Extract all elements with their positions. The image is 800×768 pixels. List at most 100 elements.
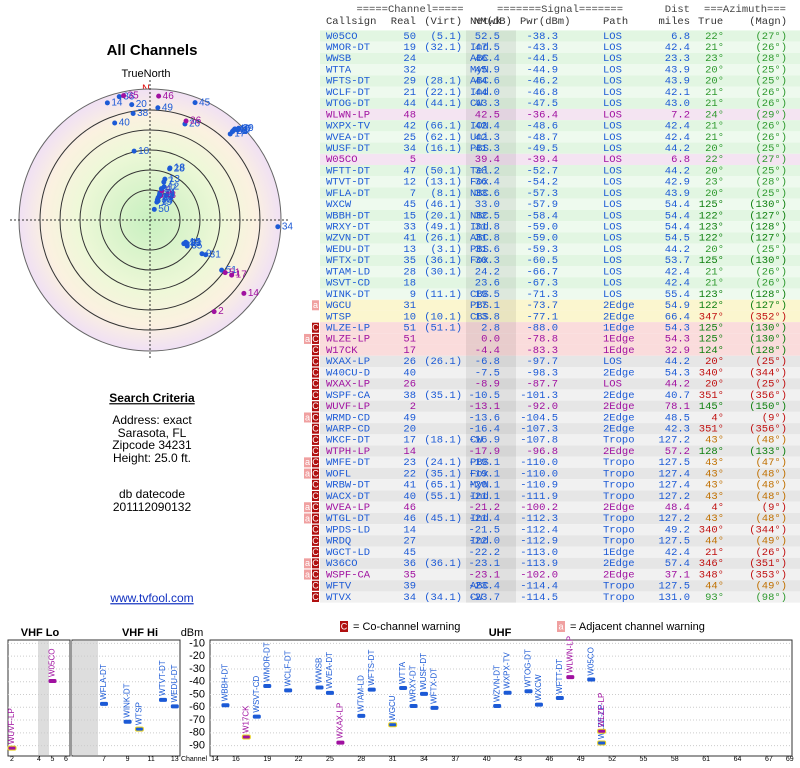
- warning-flag: [304, 513, 311, 524]
- row-background: [320, 30, 800, 42]
- warning-flag: [312, 558, 319, 569]
- cell: (27°): [755, 31, 787, 43]
- cell: Tropo: [603, 581, 635, 593]
- cell: 53.7: [665, 255, 690, 267]
- spectrum-bar: [357, 713, 366, 718]
- column-header: (Virt): [424, 16, 462, 28]
- cell: 43°: [705, 513, 724, 525]
- spectrum-label: WTVT-DT: [158, 660, 167, 696]
- cell: (9°): [762, 412, 787, 424]
- warning-flag-label: a: [305, 334, 310, 344]
- cell: LOS: [603, 244, 622, 256]
- cell: 54.5: [665, 233, 690, 245]
- row-background: [320, 209, 800, 222]
- warning-flag-label: a: [305, 569, 310, 579]
- cell: -19.1: [468, 468, 500, 480]
- cell: -57.3: [526, 188, 558, 200]
- row-background: [320, 310, 800, 323]
- criteria-line: Zipcode 34231: [112, 438, 192, 452]
- cell: (48°): [755, 491, 787, 503]
- spectrum-bar: [493, 704, 502, 708]
- cell: MyN: [470, 64, 489, 76]
- cell: 42.5: [475, 109, 500, 121]
- cell: LOS: [603, 199, 622, 211]
- row-background: [320, 524, 800, 536]
- cell: 44.2: [665, 165, 690, 177]
- spectrum-bar: [221, 703, 230, 708]
- warning-flag-label: C: [312, 502, 319, 512]
- cell: 44.2: [665, 244, 690, 256]
- cell: -114.4: [520, 581, 558, 593]
- row-background: [320, 322, 800, 334]
- cell: (36.1): [424, 558, 462, 570]
- cell: -107.3: [520, 423, 558, 435]
- cell: 52.5: [475, 31, 500, 43]
- radar-mark: [167, 165, 173, 171]
- spectrum-label: WXAX-LP: [336, 703, 345, 739]
- cell: 26: [403, 379, 416, 391]
- cell: Fox: [470, 468, 489, 480]
- cell: 2Edge: [603, 311, 635, 323]
- warning-flag-label: a: [305, 502, 310, 512]
- cell: WUSF-DT: [326, 143, 370, 155]
- cell: W05CO: [326, 31, 358, 43]
- x-tick-label: 16: [232, 756, 240, 763]
- cell: 22°: [705, 31, 724, 43]
- spectrum-label: WFLA-DT: [99, 664, 108, 700]
- cell: 20°: [705, 64, 724, 76]
- cell: PBS: [470, 143, 489, 155]
- cell: 31.6: [475, 244, 500, 256]
- x-tick-label: 25: [326, 756, 334, 763]
- cell: LOS: [603, 266, 622, 278]
- cell: WZVN-DT: [326, 233, 370, 245]
- spectrum-bar: [263, 683, 272, 688]
- warning-flag: [312, 502, 319, 513]
- cell: 41: [403, 480, 416, 492]
- warning-flag-label: C: [312, 491, 319, 501]
- spectrum-bar: [284, 688, 293, 693]
- cell: WXAX-LP: [326, 379, 370, 391]
- cell: Tropo: [603, 513, 635, 525]
- cell: CW: [470, 98, 483, 110]
- cell: (26.1): [424, 233, 462, 245]
- cell: 43°: [705, 457, 724, 469]
- warning-flag: [304, 412, 311, 423]
- cell: (127°): [749, 210, 787, 222]
- radar-label: 41: [191, 237, 203, 248]
- warning-flag: [312, 479, 319, 490]
- radar-mark: [211, 309, 217, 315]
- cell: 19: [403, 42, 416, 54]
- datecode-label: db datecode: [119, 487, 185, 501]
- spectrum-label: WLZE-LP: [597, 704, 606, 739]
- cell: 20°: [705, 356, 724, 368]
- group-header: =======Signal=======: [497, 4, 623, 16]
- radar-label: 34: [164, 188, 176, 199]
- radar-label: 51: [226, 265, 238, 276]
- cell: WRDQ: [326, 536, 351, 548]
- warning-flag: [312, 345, 319, 356]
- spectrum-label: W05CO: [586, 647, 595, 675]
- cell: 54.3: [665, 334, 690, 346]
- cell: 21: [403, 87, 416, 99]
- cell: 34: [403, 592, 416, 604]
- uhf-panel: [209, 639, 793, 757]
- cell: 42.9: [665, 177, 690, 189]
- cell: -110.9: [520, 480, 558, 492]
- cell: 26: [403, 356, 416, 368]
- cell: 51: [403, 323, 416, 335]
- x-tick-label: 5: [51, 756, 55, 763]
- spectrum-bar: [524, 689, 533, 694]
- cell: (130°): [749, 334, 787, 346]
- site-link[interactable]: www.tvfool.com: [109, 591, 193, 605]
- cell: -23.4: [468, 581, 500, 593]
- spectrum-label: WMOR-DT: [262, 642, 271, 682]
- cell: -78.8: [526, 334, 558, 346]
- warning-flag: [312, 367, 319, 378]
- y-tick-label: -70: [189, 714, 205, 726]
- cell: 66.4: [665, 311, 690, 323]
- criteria-line: Address: exact: [112, 413, 192, 427]
- y-tick-label: -60: [189, 701, 205, 713]
- cell: 42.4: [665, 121, 690, 133]
- cell: 7.2: [671, 109, 690, 121]
- cell: -8.9: [475, 379, 500, 391]
